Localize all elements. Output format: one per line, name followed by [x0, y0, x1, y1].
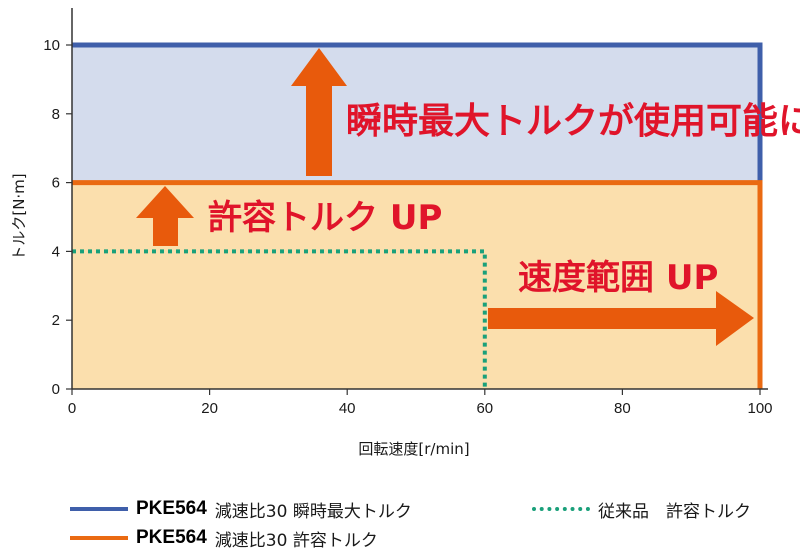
legend-label: 減速比30 瞬時最大トルク [214, 501, 412, 522]
legend-model: PKE564 [136, 527, 207, 548]
legend-item-conventional: 従来品 許容トルク [532, 496, 751, 522]
y-tick-label: 2 [52, 312, 60, 329]
x-axis-title: 回転速度[r/min] [358, 440, 469, 458]
y-ticks: 0 2 4 6 8 10 [43, 37, 72, 398]
legend-swatch-instant-max [70, 507, 128, 511]
x-tick-label: 60 [476, 400, 493, 417]
legend-label: 減速比30 許容トルク [214, 530, 378, 551]
x-tick-label: 80 [614, 400, 631, 417]
y-tick-label: 6 [52, 175, 60, 192]
y-tick-label: 8 [52, 106, 60, 123]
series-layer [72, 42, 763, 389]
instant-torque-region [72, 45, 760, 183]
series-line-allowable [72, 180, 763, 389]
annotation-speed: 速度範囲 UP [518, 258, 718, 298]
y-tick-label: 10 [43, 37, 60, 54]
legend-item-allowable: PKE564 減速比30 許容トルク [70, 525, 378, 551]
legend-swatch-conventional [532, 507, 590, 511]
arrow-up-small [136, 186, 194, 246]
arrow-right [488, 291, 754, 346]
x-ticks: 0 20 40 60 80 100 [68, 389, 773, 417]
torque-chart: 0 20 40 60 80 100 0 2 4 6 8 10 回転速度[r/min] トルク[N·m… [10, 8, 800, 458]
annotation-allowable: 許容トルク UP [208, 198, 442, 238]
y-axis-title: トルク[N·m] [10, 173, 28, 260]
series-line-conventional [72, 249, 487, 389]
legend: PKE564 減速比30 瞬時最大トルク PKE564 減速比30 許容トルク … [70, 494, 790, 554]
x-tick-label: 100 [747, 400, 772, 417]
annotation-instant: 瞬時最大トルクが使用可能に [346, 101, 800, 142]
legend-swatch-allowable [70, 536, 128, 540]
x-tick-label: 40 [339, 400, 356, 417]
legend-item-instant-max: PKE564 減速比30 瞬時最大トルク [70, 496, 412, 522]
x-tick-label: 0 [68, 400, 76, 417]
y-tick-label: 4 [52, 243, 60, 260]
x-tick-label: 20 [201, 400, 218, 417]
improvement-arrows [136, 48, 754, 346]
legend-label: 従来品 許容トルク [598, 501, 751, 522]
arrow-up-large [291, 48, 347, 176]
legend-model: PKE564 [136, 498, 207, 519]
y-tick-label: 0 [52, 381, 60, 398]
axes: 0 20 40 60 80 100 0 2 4 6 8 10 [43, 8, 773, 417]
